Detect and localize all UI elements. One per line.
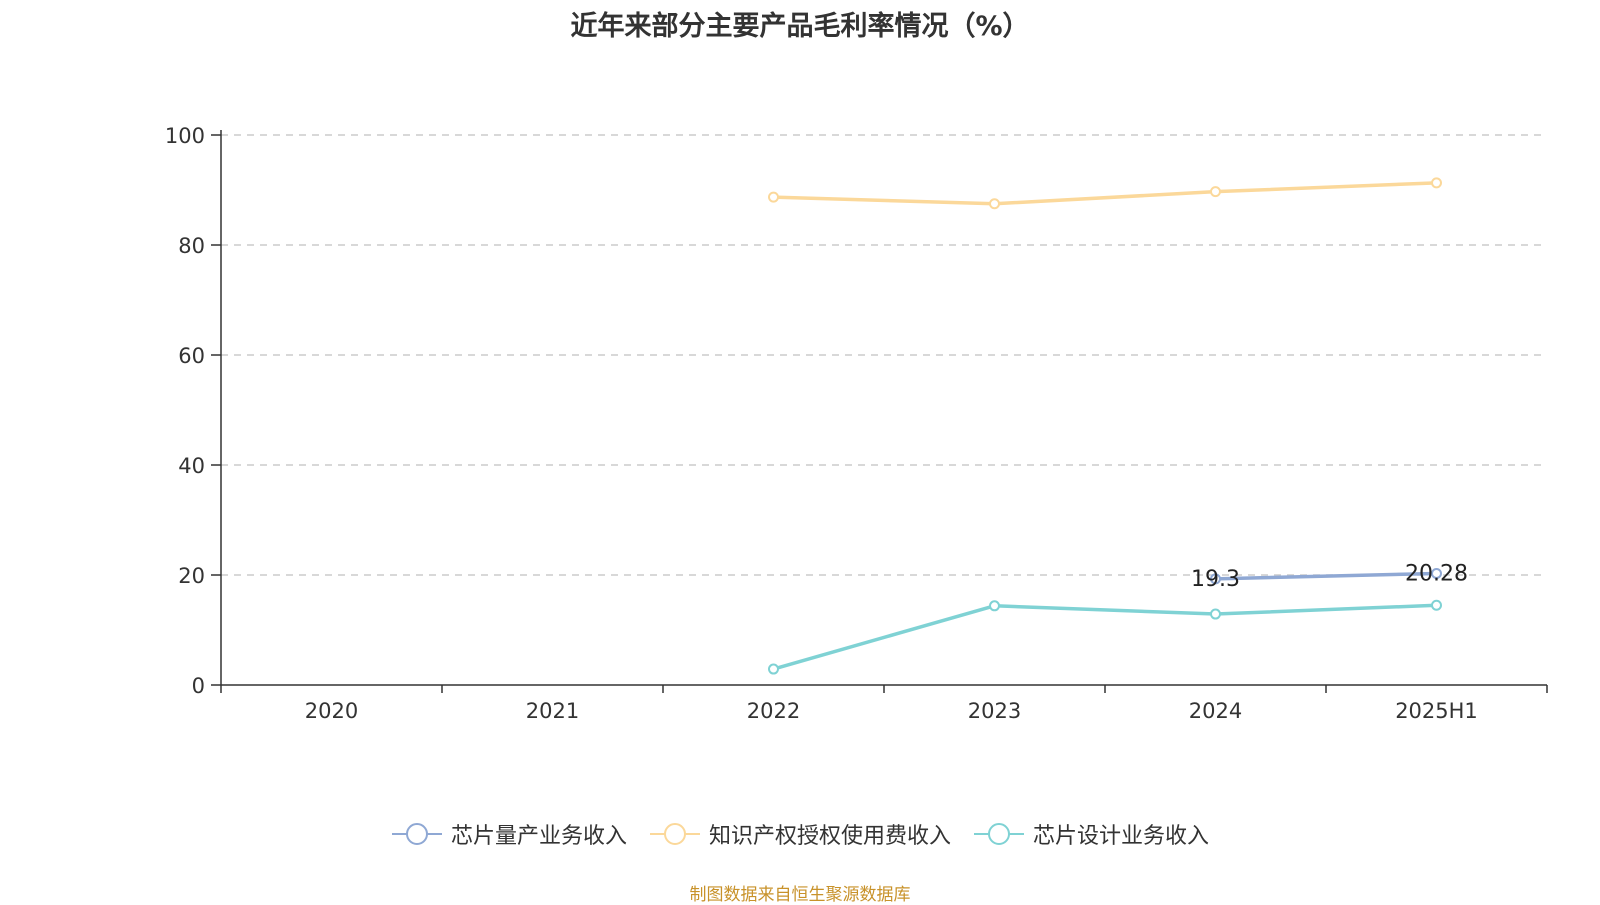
legend-label: 芯片量产业务收入: [450, 824, 627, 849]
legend-marker-icon: [974, 823, 1024, 845]
data-point: [1210, 186, 1221, 198]
data-point: [768, 663, 779, 675]
data-point: [989, 600, 1000, 612]
legend-item[interactable]: 知识产权授权使用费收入: [649, 818, 951, 850]
y-tick-label: 100: [165, 124, 205, 148]
y-tick-label: 40: [178, 454, 205, 478]
legend-label: 芯片设计业务收入: [1033, 824, 1210, 849]
legend-marker-icon: [391, 823, 442, 845]
series-line-1: [773, 181, 1437, 206]
y-tick-label: 0: [192, 674, 205, 698]
y-tick-label: 80: [178, 234, 205, 258]
data-point: [1431, 567, 1442, 579]
legend-item[interactable]: 芯片量产业务收入: [391, 818, 627, 850]
legend: 芯片量产业务收入 知识产权授权使用费收入 芯片设计业务收入: [0, 818, 1600, 850]
data-point: [1431, 177, 1442, 189]
data-point: [1210, 608, 1221, 620]
data-label: 19.3: [1191, 567, 1240, 592]
x-tick-label: 2021: [526, 699, 579, 723]
data-point: [1431, 599, 1442, 611]
legend-label: 知识产权授权使用费收入: [708, 824, 951, 849]
x-tick-label: 2023: [968, 699, 1021, 723]
series-line-2: [773, 603, 1437, 671]
x-tick-label: 2022: [747, 699, 800, 723]
x-tick-label: 2020: [305, 699, 358, 723]
series-line-0: [1215, 571, 1437, 581]
x-tick-label: 2025H1: [1395, 699, 1478, 723]
x-tick-label: 2024: [1189, 699, 1242, 723]
legend-marker-icon: [649, 823, 700, 845]
y-tick-label: 60: [178, 344, 205, 368]
y-tick-label: 20: [178, 564, 205, 588]
data-point: [768, 191, 779, 203]
data-point: [1210, 573, 1221, 585]
source-note: 制图数据来自恒生聚源数据库: [689, 885, 911, 905]
data-label: 20.28: [1405, 561, 1468, 586]
legend-item[interactable]: 芯片设计业务收入: [973, 818, 1209, 850]
data-point: [989, 198, 1000, 210]
chart-title: 近年来部分主要产品毛利率情况（%）: [570, 11, 1030, 42]
